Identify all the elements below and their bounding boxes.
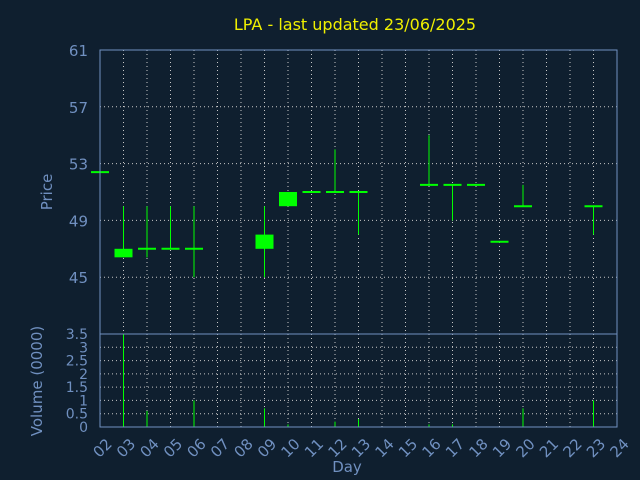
candle-body: [279, 192, 297, 207]
x-tick-label: 24: [607, 435, 633, 461]
price-tick-label: 45: [69, 269, 88, 287]
volume-tick-label: 1: [79, 393, 88, 409]
x-tick-label: 03: [113, 435, 139, 461]
price-tick-label: 53: [69, 156, 88, 174]
x-tick-label: 20: [513, 435, 539, 461]
price-tick-label: 61: [69, 42, 88, 60]
volume-tick-label: 3: [79, 340, 88, 356]
x-tick-label: 11: [301, 435, 327, 461]
volume-y-ticks: 00.511.522.533.5: [66, 327, 88, 436]
x-tick-label: 04: [137, 435, 163, 461]
volume-axis-label: Volume (0000): [28, 326, 46, 436]
x-tick-label: 10: [278, 435, 304, 461]
x-tick-label: 17: [442, 435, 468, 461]
volume-tick-label: 0: [79, 420, 88, 436]
volume-tick-label: 0.5: [66, 407, 88, 423]
price-axis-label: Price: [38, 174, 56, 211]
x-tick-label: 14: [372, 435, 398, 461]
x-tick-label: 22: [560, 435, 586, 461]
x-tick-label: 15: [395, 435, 421, 461]
volume-tick-label: 1.5: [66, 380, 88, 396]
x-tick-label: 02: [90, 435, 116, 461]
x-tick-label: 05: [160, 435, 186, 461]
volume-bars: [123, 334, 594, 427]
x-axis-label: Day: [332, 458, 362, 476]
volume-panel-border: [99, 333, 618, 428]
x-tick-label: 09: [254, 435, 280, 461]
x-tick-label: 21: [536, 435, 562, 461]
volume-tick-label: 2: [79, 367, 88, 383]
price-candles: [91, 135, 603, 278]
x-tick-label: 08: [231, 435, 257, 461]
x-tick-label: 06: [184, 435, 210, 461]
price-tick-label: 57: [69, 99, 88, 117]
candle-body: [255, 234, 274, 249]
volume-grid: [100, 334, 617, 427]
price-tick-label: 49: [69, 212, 88, 230]
x-tick-label: 16: [419, 435, 445, 461]
x-tick-label: 18: [466, 435, 492, 461]
price-grid: [100, 50, 617, 334]
x-tick-label: 23: [583, 435, 609, 461]
price-y-ticks: 45 49 53 57 61: [69, 42, 88, 287]
x-tick-label: 07: [207, 435, 233, 461]
candle-body: [114, 248, 133, 258]
volume-tick-label: 3.5: [66, 327, 88, 343]
x-tick-label: 19: [489, 435, 515, 461]
chart-title: LPA - last updated 23/06/2025: [234, 15, 476, 34]
volume-tick-label: 2.5: [66, 354, 88, 370]
